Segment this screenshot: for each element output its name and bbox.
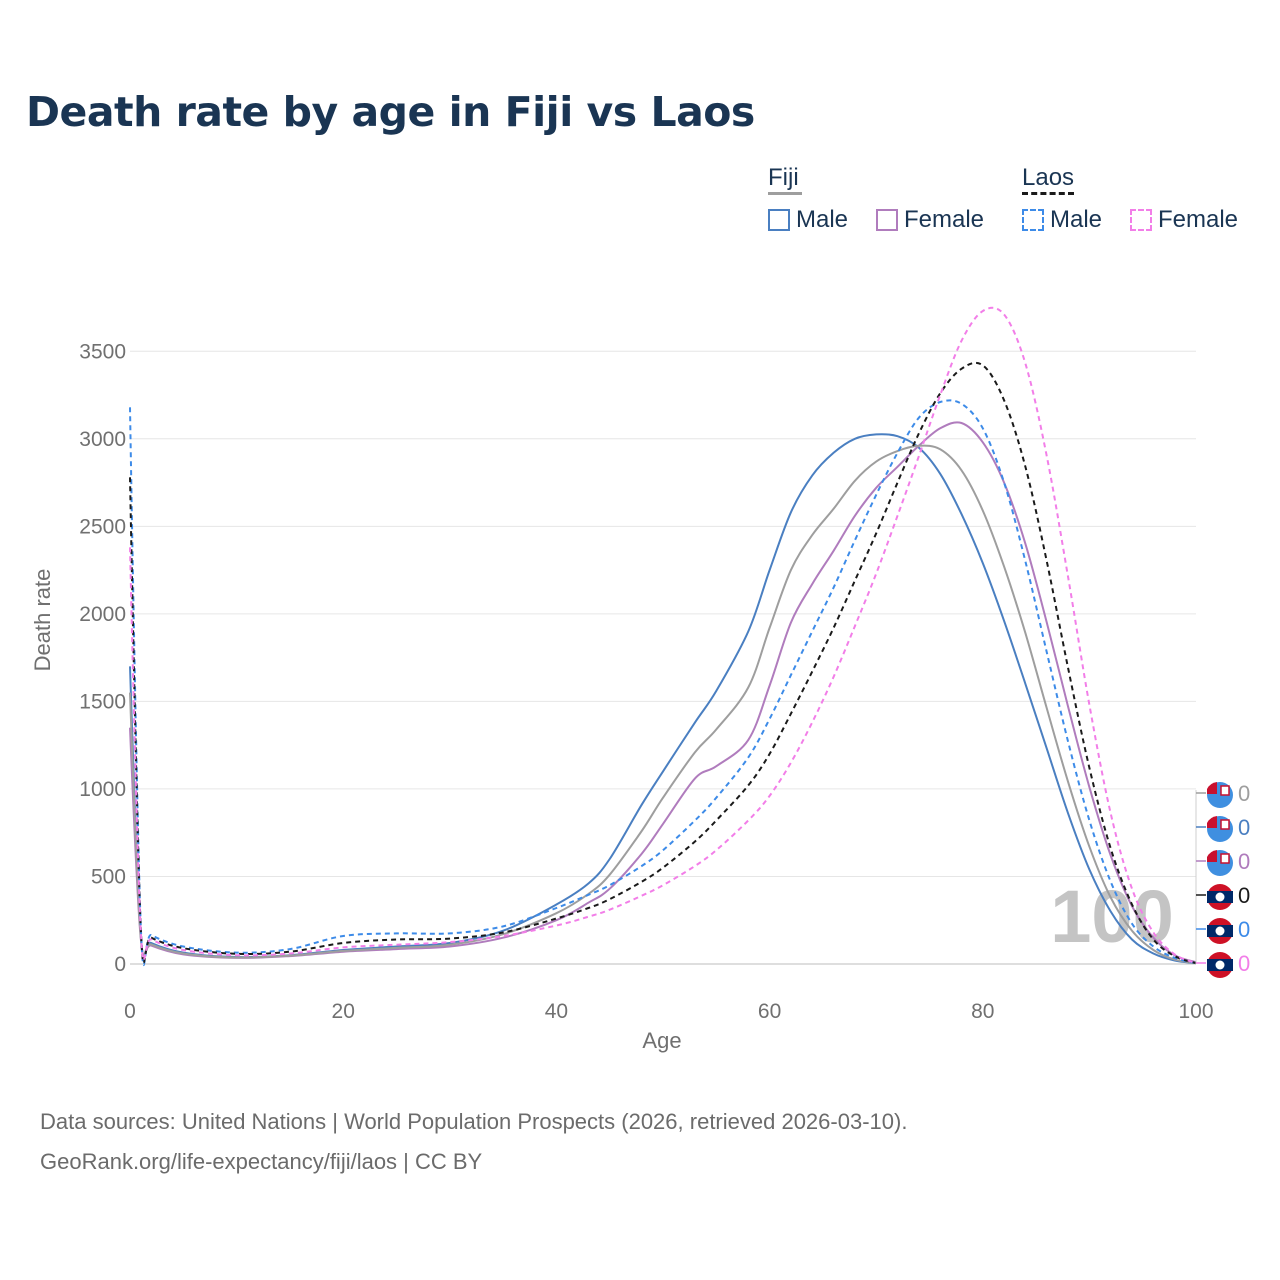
end-label-laos: 0	[1196, 917, 1250, 944]
fiji-flag-shield	[1220, 819, 1230, 830]
legend-title-laos: Laos	[1022, 164, 1074, 195]
laos-flag-disc	[1215, 926, 1225, 936]
legend-title-fiji-text: Fiji	[768, 164, 799, 191]
x-tick-label: 0	[124, 1000, 136, 1023]
legend-item-laos-male[interactable]: Male	[1022, 206, 1102, 234]
legend-label-fiji-male: Male	[796, 206, 849, 233]
series-layer	[129, 306, 1197, 967]
legend-label-laos-male: Male	[1050, 206, 1103, 233]
legend-item-laos-female[interactable]: Female	[1130, 206, 1238, 234]
y-tick-label: 3000	[79, 428, 126, 451]
fiji-flag-union	[1207, 850, 1217, 862]
end-label-laos: 0	[1196, 951, 1250, 978]
fiji-flag-shield	[1220, 853, 1230, 864]
source-line: Data sources: United Nations | World Pop…	[40, 1109, 908, 1134]
legend-title-laos-text: Laos	[1022, 164, 1075, 191]
end-label-fiji: 0	[1196, 815, 1250, 842]
legend-swatch-fiji-female	[876, 209, 898, 231]
legend-swatch-laos-female	[1130, 209, 1152, 231]
axis-layer: 0 500 1000 1500 2000 2500 3000 3500 0 20 40 60 80 100	[79, 340, 1213, 1023]
y-tick-label: 3500	[79, 340, 126, 363]
x-tick-label: 80	[971, 1000, 994, 1023]
end-label-value: 0	[1238, 917, 1250, 942]
laos-flag-disc	[1215, 960, 1225, 970]
x-tick-label: 20	[332, 1000, 355, 1023]
x-axis-title: Age	[642, 1028, 681, 1053]
y-axis-title: Death rate	[30, 569, 55, 672]
fiji-flag-union	[1207, 782, 1217, 794]
legend-line-fiji	[768, 192, 802, 195]
end-label-laos: 0	[1196, 883, 1250, 910]
watermark-year: 100	[1050, 875, 1173, 958]
legend-swatch-laos-male	[1022, 209, 1044, 231]
y-tick-label: 1500	[79, 690, 126, 713]
legend-item-fiji-female[interactable]: Female	[876, 206, 984, 234]
series-line-laos-total	[129, 361, 1197, 965]
end-label-value: 0	[1238, 883, 1250, 908]
end-label-fiji: 0	[1196, 781, 1250, 808]
series-line-laos-female	[129, 306, 1197, 965]
end-label-value: 0	[1238, 849, 1250, 874]
legend-swatch-fiji-male	[768, 209, 790, 231]
legend-line-laos	[1022, 192, 1074, 195]
grid-layer	[130, 350, 1196, 965]
end-label-value: 0	[1238, 951, 1250, 976]
laos-flag-disc	[1215, 892, 1225, 902]
fiji-flag-union	[1207, 816, 1217, 828]
end-label-value: 0	[1238, 815, 1250, 840]
x-tick-label: 60	[758, 1000, 781, 1023]
legend-item-fiji-male[interactable]: Male	[768, 206, 848, 234]
series-line-fiji-female	[129, 421, 1197, 964]
y-tick-label: 2500	[79, 515, 126, 538]
x-tick-label: 100	[1178, 1000, 1213, 1023]
chart-title: Death rate by age in Fiji vs Laos	[26, 88, 755, 136]
y-tick-label: 0	[114, 953, 126, 976]
end-label-fiji: 0	[1196, 849, 1250, 876]
credit-line: GeoRank.org/life-expectancy/fiji/laos | …	[40, 1149, 483, 1174]
legend-label-laos-female: Female	[1158, 206, 1239, 233]
y-tick-label: 1000	[79, 778, 126, 801]
end-label-value: 0	[1238, 781, 1250, 806]
legend-label-fiji-female: Female	[904, 206, 985, 233]
y-tick-label: 2000	[79, 603, 126, 626]
end-labels: 0 0 0 0 0 0	[1195, 781, 1250, 978]
legend-title-fiji: Fiji	[768, 164, 802, 195]
y-tick-label: 500	[91, 865, 126, 888]
series-line-laos-male	[129, 399, 1197, 967]
fiji-flag-shield	[1220, 785, 1230, 796]
x-tick-label: 40	[545, 1000, 568, 1023]
series-line-fiji-total	[129, 444, 1197, 965]
